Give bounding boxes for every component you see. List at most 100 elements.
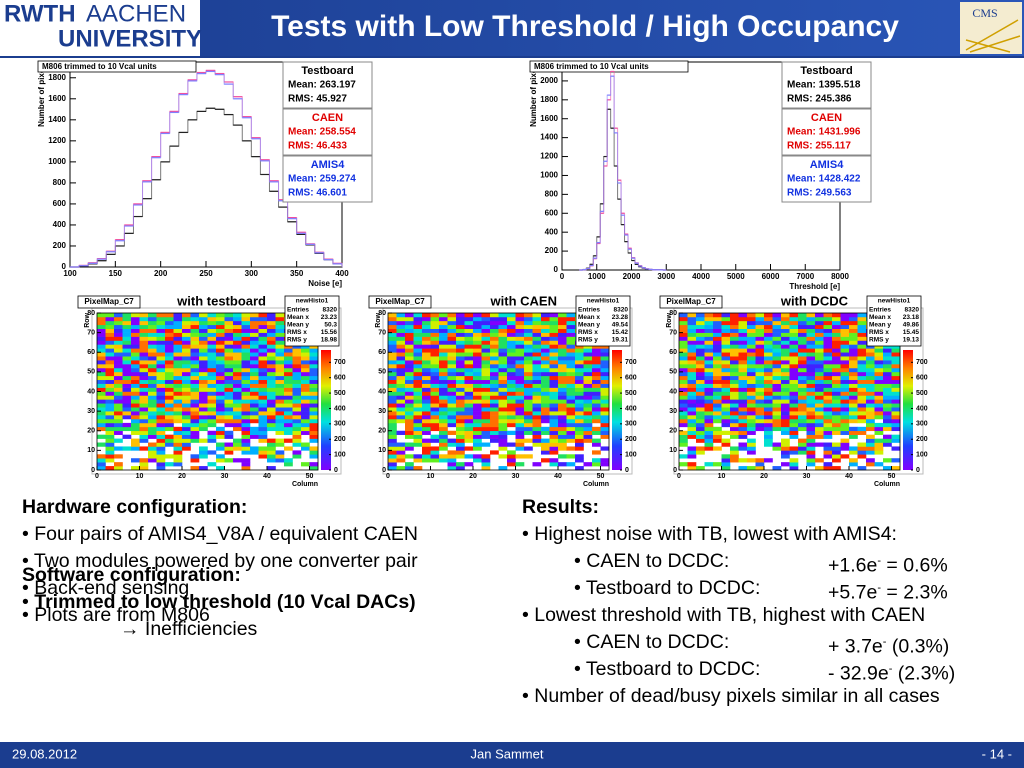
heatmap-cell: [430, 328, 440, 333]
heatmap-cell: [498, 399, 508, 404]
heatmap-cell: [806, 426, 816, 432]
heatmap-cell: [233, 344, 242, 349]
heatmap-cell: [679, 375, 688, 381]
heatmap-cell: [233, 316, 242, 322]
heatmap-cell: [267, 379, 276, 384]
heatmap-cell: [891, 426, 901, 432]
heatmap-cell: [139, 352, 149, 357]
heatmap-cell: [583, 356, 593, 361]
heatmap-cell: [883, 344, 892, 349]
heatmap-cell: [422, 403, 431, 408]
heatmap-cell: [679, 336, 688, 341]
heatmap-cell: [849, 403, 858, 408]
heatmap-cell: [430, 364, 440, 369]
heatmap-cell: [250, 450, 259, 455]
heatmap-cell: [148, 332, 157, 337]
heatmap-cell: [241, 422, 251, 428]
heatmap-cell: [558, 395, 567, 400]
heatmap-cell: [131, 371, 140, 377]
heatmap-cell: [704, 426, 714, 432]
heatmap-cell: [267, 387, 276, 392]
item: • Trimmed to low threshold (10 Vcal DACs…: [22, 589, 418, 616]
heatmap-cell: [772, 364, 782, 369]
heatmap-cell: [541, 332, 550, 337]
heatmap-cell: [721, 395, 731, 400]
heatmap-cell: [233, 407, 242, 412]
heatmap-cell: [515, 356, 525, 361]
heatmap-cell: [866, 348, 875, 353]
heatmap-cell: [267, 375, 276, 381]
heatmap-cell: [721, 313, 731, 318]
heatmap-cell: [275, 407, 285, 412]
heatmap-cell: [97, 422, 106, 428]
heatmap-cell: [173, 360, 183, 365]
heatmap-cell: [122, 399, 132, 404]
heatmap-cell: [447, 371, 457, 377]
heatmap-cell: [250, 324, 259, 329]
heatmap-cell: [309, 352, 319, 357]
heatmap-cell: [464, 324, 474, 329]
heatmap-cell: [241, 364, 251, 369]
heatmap-cell: [789, 313, 799, 318]
heatmap-cell: [156, 438, 166, 443]
heatmap-cell: [105, 442, 115, 447]
heatmap-cell: [275, 438, 285, 443]
heatmap-cell: [789, 316, 799, 322]
heatmap-cell: [292, 360, 302, 365]
heatmap-cell: [532, 462, 542, 467]
heatmap-cell: [241, 418, 251, 424]
heatmap-cell: [874, 442, 884, 447]
heatmap-cell: [696, 371, 705, 377]
heatmap-cell: [241, 458, 251, 463]
heatmap-cell: [840, 360, 850, 365]
heatmap-cell: [755, 344, 765, 349]
heatmap-cell: [490, 434, 499, 439]
heatmap-cell: [532, 367, 542, 373]
chart-title: M806 trimmed to 10 Vcal units: [534, 62, 649, 71]
heatmap-cell: [849, 399, 858, 404]
heatmap-cell: [738, 340, 748, 345]
heatmap-cell: [275, 348, 285, 353]
heatmap-cell: [275, 316, 285, 322]
heatmap-cell: [704, 340, 714, 345]
heatmap-cell: [309, 462, 319, 467]
heatmap-cell: [815, 316, 824, 322]
heatmap-cell: [515, 360, 525, 365]
heatmap-cell: [131, 391, 140, 396]
heatmap-cell: [772, 442, 782, 447]
heatmap-cell: [456, 387, 465, 392]
heatmap-cell: [798, 375, 807, 381]
heatmap-cell: [301, 356, 310, 361]
heatmap-cell: [430, 379, 440, 384]
heatmap-cell: [199, 411, 208, 416]
map-caption: with testboard: [176, 293, 266, 308]
heatmap-cell: [388, 422, 397, 428]
heatmap-cell: [131, 418, 140, 424]
heatmap-cell: [687, 320, 697, 326]
y-tick-label: 20: [669, 428, 677, 435]
heatmap-cell: [789, 466, 799, 471]
stats-box: [282, 61, 373, 109]
heatmap-cell: [114, 391, 123, 396]
heatmap-cell: [679, 434, 688, 439]
heatmap-cell: [131, 324, 140, 329]
heatmap-cell: [396, 446, 406, 451]
heatmap-cell: [241, 395, 251, 400]
heatmap-cell: [772, 415, 782, 420]
heatmap-cell: [781, 356, 790, 361]
heatmap-cell: [498, 466, 508, 471]
heatmap-cell: [173, 395, 183, 400]
heatmap-cell: [721, 320, 731, 326]
heatmap-cell: [388, 383, 397, 388]
x-tick-label: 1000: [588, 272, 606, 281]
x-axis-label: Noise [e]: [308, 279, 342, 288]
heatmap-cell: [721, 383, 731, 388]
heatmap-cell: [883, 458, 892, 463]
heatmap-cell: [182, 422, 191, 428]
heatmap-cell: [832, 426, 841, 432]
heatmap-cell: [405, 426, 414, 432]
heatmap-cell: [515, 434, 525, 439]
y-tick-label: 1200: [48, 136, 66, 145]
heatmap-cell: [857, 371, 867, 377]
heatmap-cell: [549, 411, 559, 416]
